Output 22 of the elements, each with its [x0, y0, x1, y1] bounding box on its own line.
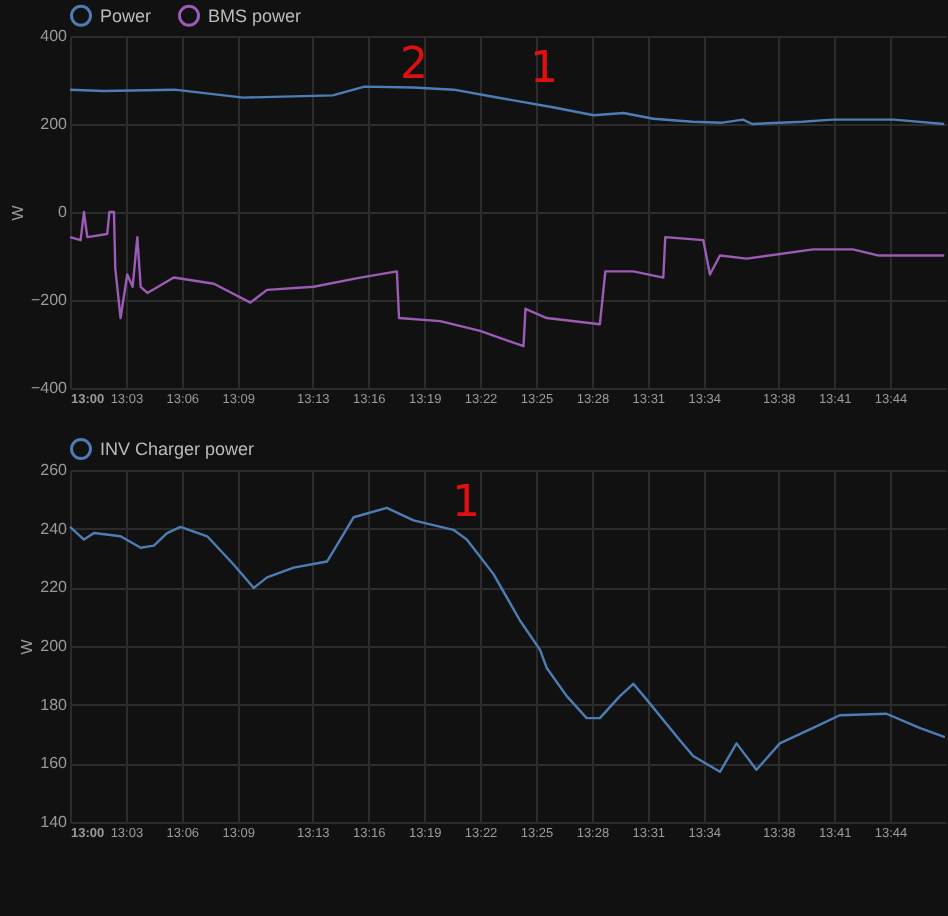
annotation: 1: [530, 44, 558, 94]
legend-label: Power: [100, 5, 152, 26]
y-tick-label: 200: [40, 115, 69, 133]
y-tick-label: 240: [40, 519, 69, 538]
y-tick-label: 0: [58, 203, 69, 221]
y-tick-label: 140: [40, 813, 69, 831]
y-tick-label: 400: [40, 27, 69, 45]
y-tick-label: −200: [30, 291, 69, 309]
y-axis-title: W: [8, 204, 27, 221]
annotation: 1: [452, 478, 480, 528]
annotation: 2: [400, 40, 428, 90]
legend-label: BMS power: [208, 5, 302, 26]
y-tick-label: 260: [40, 461, 69, 479]
line-series: [68, 85, 946, 126]
legend-label: INV Charger power: [100, 439, 255, 459]
line-series: [68, 210, 946, 348]
y-axis-title: W: [18, 638, 37, 655]
y-tick-label: 180: [40, 695, 69, 714]
y-tick-label: 220: [40, 578, 69, 597]
y-tick-label: 200: [40, 637, 69, 655]
y-tick-label: 160: [40, 754, 69, 773]
y-tick-label: −400: [30, 379, 69, 397]
